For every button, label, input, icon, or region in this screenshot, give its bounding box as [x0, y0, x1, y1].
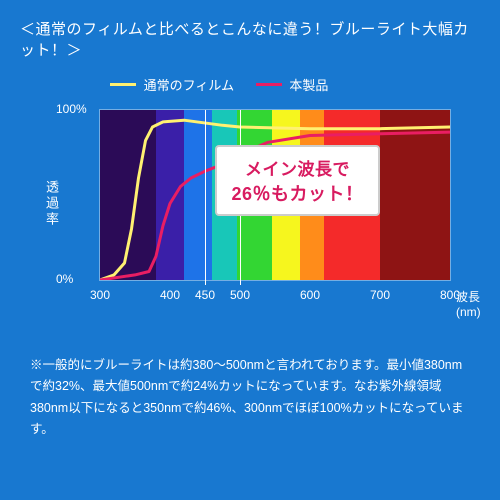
callout-line1: メイン波長で [223, 155, 372, 180]
legend-label-b: 本製品 [289, 78, 328, 93]
footnote: ※一般的にブルーライトは約380～500nmと言われております。最小値380nm… [30, 355, 470, 440]
xtick: 300 [90, 288, 110, 302]
page-title: ＜通常のフィルムと比べるとこんなに違う！ブルーライト大幅カット！＞ [0, 0, 500, 70]
legend: 通常のフィルム 本製品 [110, 75, 346, 94]
legend-swatch-a [110, 83, 136, 86]
legend-label-a: 通常のフィルム [144, 78, 234, 93]
xtick: 450 [195, 288, 215, 302]
callout: メイン波長で 26％もカット！ [215, 145, 380, 216]
legend-item-b: 本製品 [256, 75, 329, 94]
legend-item-a: 通常のフィルム [110, 75, 234, 94]
xtick: 400 [160, 288, 180, 302]
callout-line2: 26％もカット！ [223, 180, 372, 206]
x-axis-label: 波長(nm) [456, 288, 500, 319]
xtick: 600 [300, 288, 320, 302]
xtick: 500 [230, 288, 250, 302]
xtick: 700 [370, 288, 390, 302]
guide-line [205, 110, 206, 285]
legend-swatch-b [256, 83, 282, 86]
